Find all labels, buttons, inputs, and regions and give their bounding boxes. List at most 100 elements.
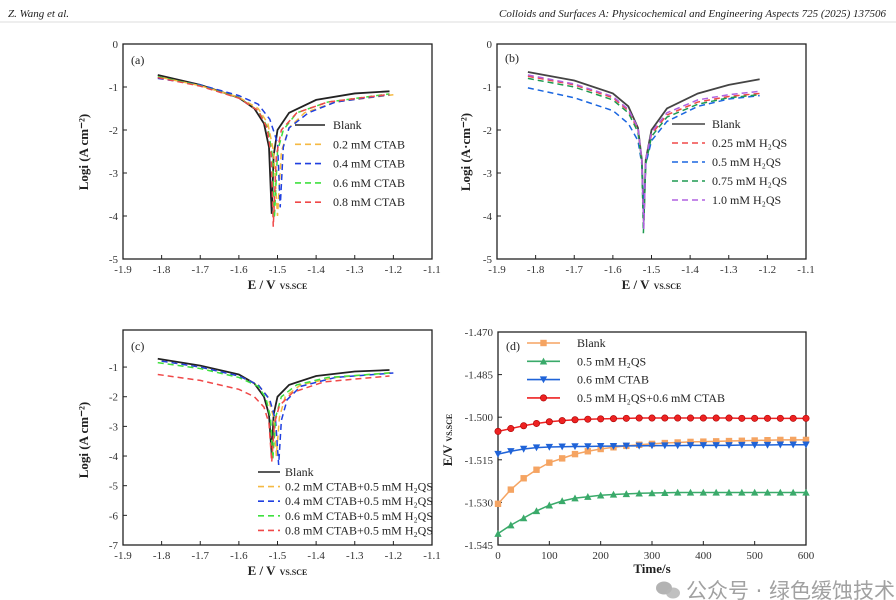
- panel-label: (c): [131, 339, 144, 353]
- series-line: [497, 491, 806, 535]
- marker-triangle-up: [507, 521, 515, 529]
- marker-triangle-down: [750, 441, 759, 449]
- marker-triangle-down: [661, 442, 669, 450]
- marker-square: [738, 437, 746, 444]
- series-0.75-mm-h-qs: [527, 77, 760, 234]
- marker-square: [777, 436, 784, 444]
- x-tick-label: -1.6: [230, 550, 248, 562]
- x-tick-label: -1.1: [797, 264, 814, 276]
- chart-a: -1.9 -1.8 -1.7 -1.6 -1.5 -1.4 -1.3 -1.2 -1.1 0 -1 -…: [76, 39, 441, 292]
- x-tick-label: -1.5: [269, 550, 287, 562]
- x-tick-label: -1.3: [346, 550, 364, 562]
- marker-square: [520, 475, 527, 482]
- marker-circle: [686, 414, 694, 422]
- series-line: [157, 77, 390, 208]
- marker-triangle-down: [545, 443, 554, 451]
- marker-triangle-down: [596, 442, 605, 450]
- chart-b: -1.9 -1.8 -1.7 -1.6 -1.5 -1.4 -1.3 -1.2 -1.1 0 -1 -…: [458, 39, 815, 292]
- x-tick-label: -1.2: [385, 550, 402, 562]
- marker-square: [507, 486, 515, 493]
- marker-square: [712, 438, 720, 445]
- series-0.4-mm-ctab: [157, 77, 390, 208]
- y-tick-label: -5: [109, 254, 119, 266]
- series-line: [157, 361, 390, 460]
- x-tick-label: -1.9: [488, 264, 506, 276]
- marker-circle: [532, 419, 540, 427]
- marker-triangle-up: [532, 507, 541, 515]
- panel-label: (a): [131, 53, 144, 67]
- marker-circle: [712, 414, 720, 422]
- y-tick-label: -4: [483, 211, 493, 223]
- watermark: 公众号 · 绿色缓蚀技术: [656, 579, 895, 600]
- legend-label: Blank: [285, 465, 314, 479]
- marker-triangle-down: [738, 441, 746, 449]
- marker-triangle-down: [609, 442, 618, 450]
- marker-circle: [622, 414, 630, 422]
- x-tick-label: -1.8: [527, 264, 545, 276]
- y-tick-label: -1.485: [465, 370, 494, 382]
- x-tick-label: -1.1: [423, 264, 440, 276]
- marker-triangle-up: [596, 491, 605, 499]
- legend-label: 0.4 mM CTAB: [333, 157, 405, 171]
- y-axis-label: Logi (A cm⁻²): [76, 114, 91, 190]
- legend-label: 0.25 mM H₂QS: [712, 136, 787, 150]
- x-tick-label: -1.3: [720, 264, 738, 276]
- y-tick-label: -5: [109, 481, 119, 493]
- x-tick-label: -1.8: [153, 264, 171, 276]
- marker-circle: [545, 418, 553, 426]
- marker-triangle-down: [699, 442, 708, 450]
- series-1.0-mm-h-qs: [527, 74, 760, 229]
- series-0.6-mm-ctab: [494, 441, 810, 458]
- y-tick-label: -1: [483, 82, 492, 94]
- y-tick-label: 0: [487, 39, 493, 51]
- marker-triangle-down: [571, 443, 579, 451]
- marker-triangle-down: [507, 448, 515, 455]
- y-axis-label: E/VVS.SCE: [440, 414, 455, 466]
- x-tick-label: 200: [592, 550, 609, 562]
- x-tick-label: -1.1: [423, 550, 440, 562]
- marker-triangle-down: [635, 442, 643, 450]
- marker-circle: [635, 414, 643, 422]
- marker-triangle-up: [725, 488, 733, 496]
- marker-triangle-up: [609, 490, 618, 498]
- marker-triangle-up: [712, 488, 720, 496]
- series-0.5-mm-h-qs: [494, 488, 810, 537]
- x-tick-label: 600: [798, 550, 815, 562]
- series-0.5-mm-h-qs-0.6-mm-ctab: [494, 414, 810, 435]
- x-tick-label: -1.4: [681, 264, 699, 276]
- wechat-icon: [656, 581, 680, 599]
- marker-square: [546, 459, 553, 466]
- x-tick-label: 300: [644, 550, 661, 562]
- marker-triangle-up: [661, 489, 669, 496]
- marker-triangle-down: [802, 441, 810, 449]
- marker-triangle-down: [686, 442, 695, 450]
- y-tick-label: -3: [109, 421, 119, 433]
- marker-circle: [558, 417, 566, 425]
- marker-circle: [507, 425, 515, 433]
- series-line: [157, 76, 390, 227]
- marker-triangle-up: [648, 489, 656, 497]
- legend-label: 1.0 mM H₂QS: [712, 193, 781, 207]
- marker-triangle-down: [532, 444, 541, 452]
- marker-triangle-up: [622, 490, 631, 498]
- y-axis-label-subscript: VS.SCE: [445, 414, 454, 442]
- marker-triangle-down: [539, 376, 548, 384]
- y-tick-label: -7: [109, 540, 119, 552]
- y-tick-label: -2: [483, 125, 492, 137]
- marker-triangle-up: [763, 488, 772, 496]
- marker-circle: [584, 415, 592, 423]
- x-axis-label: E / V VS.SCE: [248, 563, 308, 578]
- x-tick-label: -1.5: [269, 264, 287, 276]
- y-tick-label: -1.515: [465, 455, 494, 467]
- x-tick-label: 400: [695, 550, 712, 562]
- y-tick-label: -3: [483, 168, 493, 180]
- header-journal: Colloids and Surfaces A: Physicochemical…: [499, 8, 886, 20]
- marker-triangle-down: [648, 442, 656, 450]
- marker-triangle-down: [584, 443, 592, 451]
- marker-triangle-up: [802, 488, 810, 496]
- x-axis-label-subscript: VS.SCE: [280, 282, 308, 291]
- series-line: [157, 373, 390, 463]
- marker-triangle-down: [494, 450, 502, 458]
- x-tick-label: -1.7: [192, 264, 210, 276]
- series-0.8-mm-ctab-0.5-mm-h-qs: [157, 373, 390, 463]
